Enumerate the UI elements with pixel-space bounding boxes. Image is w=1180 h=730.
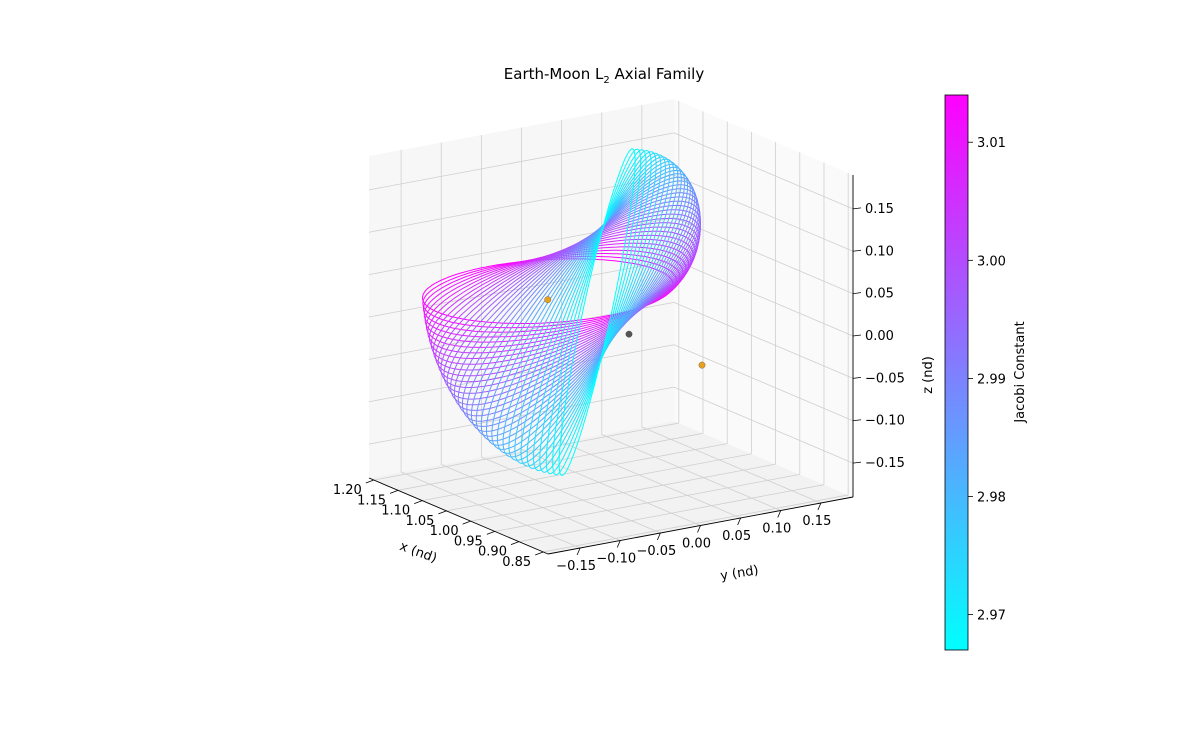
x-tick-label: 1.05 [405,514,434,529]
orbit-family [421,148,701,476]
orbit-line [526,152,662,469]
colorbar-tick-label: 2.97 [977,609,1006,624]
colorbar [944,94,969,651]
x-tick-label: 1.20 [333,483,362,498]
x-tick-label: 0.90 [478,545,507,560]
y-tick-label: 0.10 [762,522,791,537]
z-tick-label: −0.05 [865,371,905,386]
orbit-line [480,173,691,442]
x-axis-label: x (nd) [398,539,439,566]
marker-l2 [544,296,552,304]
orbit-line [545,149,647,475]
z-tick-label: 0.15 [865,202,894,217]
y-tick-label: −0.15 [556,559,596,574]
orbit-line [508,158,675,461]
orbit-line [520,154,666,467]
orbit-line [539,150,652,473]
y-tick-label: 0.05 [722,529,751,544]
x-tick-label: 0.95 [454,534,483,549]
x-tick-label: 1.00 [430,524,459,539]
orbit-line [533,151,657,471]
x-tick-label: 1.10 [381,504,410,519]
y-axis-label: y (nd) [719,563,759,584]
y-tick-label: −0.05 [636,544,676,559]
y-tick-label: 0.15 [802,514,831,529]
z-tick-label: 0.10 [865,244,894,259]
orbit-line [496,163,682,454]
orbit-line [421,258,674,324]
colorbar-tick-label: 2.98 [977,490,1006,505]
z-axis-label: z (nd) [921,356,936,394]
marker-moon [625,330,633,338]
orbit-line [422,255,678,329]
y-tick-label: −0.10 [596,552,636,567]
y-axis-ticks: −0.15 −0.10 −0.05 0.00 0.05 0.10 0.15 [556,502,831,574]
orbit-line [552,148,642,476]
x-axis-ticks: 0.850.900.951.001.051.101.151.20 [333,479,544,570]
x-tick-label: 1.15 [357,493,386,508]
z-tick-label: 0.05 [865,287,894,302]
chart-title: Earth-Moon L2 Axial Family [504,65,705,86]
z-tick-label: 0.00 [865,329,894,344]
x-tick-label: 0.85 [502,555,531,570]
orbit-line [514,156,671,464]
colorbar-ticks: 3.01 3.00 2.99 2.98 2.97 [968,136,1006,624]
colorbar-tick-label: 3.00 [977,254,1006,269]
z-axis-ticks: 0.15 0.10 0.05 0.00 −0.05 −0.10 −0.15 [852,202,905,471]
point-markers [544,296,706,369]
marker-l1 [698,361,706,369]
colorbar-tick-label: 3.01 [977,136,1006,151]
z-tick-label: −0.10 [865,414,905,429]
y-tick-label: 0.00 [682,537,711,552]
orbit-line [558,148,636,476]
orbit-line [491,166,686,450]
z-tick-label: −0.15 [865,456,905,471]
colorbar-tick-label: 2.99 [977,372,1006,387]
colorbar-label: Jacobi Constant [1013,321,1028,423]
